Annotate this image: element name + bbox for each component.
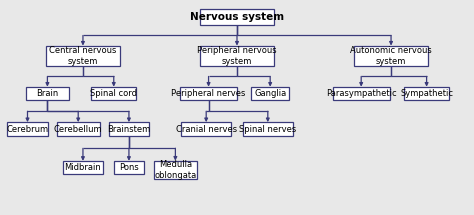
FancyBboxPatch shape — [26, 87, 69, 100]
Text: Cerebrum: Cerebrum — [7, 124, 48, 134]
Text: Cranial nerves: Cranial nerves — [176, 124, 237, 134]
FancyBboxPatch shape — [154, 161, 197, 179]
FancyBboxPatch shape — [91, 87, 136, 100]
Text: Spinal cord: Spinal cord — [90, 89, 137, 98]
Text: Midbrain: Midbrain — [64, 163, 101, 172]
Text: Medulla
oblongata: Medulla oblongata — [154, 160, 197, 180]
FancyBboxPatch shape — [251, 87, 289, 100]
Text: Nervous system: Nervous system — [190, 12, 284, 22]
Text: Peripheral nerves: Peripheral nerves — [172, 89, 246, 98]
Text: Spinal nerves: Spinal nerves — [239, 124, 296, 134]
Text: Brain: Brain — [36, 89, 58, 98]
FancyBboxPatch shape — [57, 122, 100, 136]
FancyBboxPatch shape — [114, 161, 144, 175]
Text: Autonomic nervous
system: Autonomic nervous system — [350, 46, 432, 66]
FancyBboxPatch shape — [181, 122, 231, 136]
Text: Parasympathetic: Parasympathetic — [326, 89, 396, 98]
Text: Ganglia: Ganglia — [254, 89, 286, 98]
FancyBboxPatch shape — [7, 122, 47, 136]
FancyBboxPatch shape — [109, 122, 149, 136]
Text: Pons: Pons — [119, 163, 139, 172]
FancyBboxPatch shape — [46, 46, 119, 66]
FancyBboxPatch shape — [404, 87, 449, 100]
FancyBboxPatch shape — [63, 161, 103, 175]
FancyBboxPatch shape — [200, 46, 274, 66]
Text: Central nervous
system: Central nervous system — [49, 46, 117, 66]
Text: Brainstem: Brainstem — [107, 124, 151, 134]
FancyBboxPatch shape — [243, 122, 292, 136]
FancyBboxPatch shape — [333, 87, 390, 100]
FancyBboxPatch shape — [354, 46, 428, 66]
Text: Peripheral nervous
system: Peripheral nervous system — [197, 46, 277, 66]
Text: Sympathetic: Sympathetic — [400, 89, 453, 98]
FancyBboxPatch shape — [200, 9, 274, 25]
FancyBboxPatch shape — [180, 87, 237, 100]
Text: Cerebellum: Cerebellum — [54, 124, 102, 134]
